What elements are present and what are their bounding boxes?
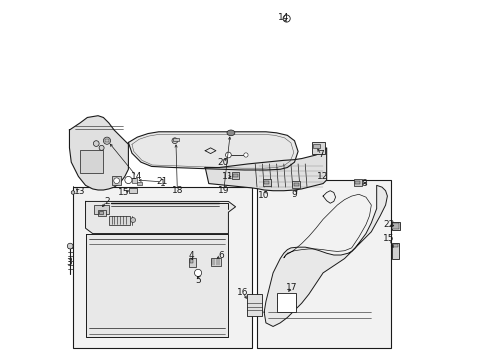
Bar xyxy=(293,183,298,186)
Text: 17: 17 xyxy=(285,283,297,292)
Bar xyxy=(137,182,142,185)
Text: 6: 6 xyxy=(218,251,224,260)
Bar xyxy=(112,176,121,185)
Text: 8: 8 xyxy=(361,179,366,188)
Bar xyxy=(247,294,262,316)
Text: 14: 14 xyxy=(278,13,289,22)
Bar xyxy=(80,150,103,173)
Bar xyxy=(231,172,239,179)
Circle shape xyxy=(103,137,110,144)
Bar xyxy=(276,293,296,312)
Bar xyxy=(262,179,270,186)
Bar xyxy=(190,259,193,262)
Text: 15: 15 xyxy=(118,188,129,197)
Text: 22: 22 xyxy=(383,220,394,229)
Bar xyxy=(99,211,103,214)
Text: 5: 5 xyxy=(195,275,201,284)
Polygon shape xyxy=(69,116,128,190)
Bar xyxy=(173,138,179,141)
Text: 4: 4 xyxy=(188,251,193,260)
Circle shape xyxy=(225,152,231,158)
Text: 18: 18 xyxy=(171,186,183,195)
Circle shape xyxy=(114,178,119,184)
Bar xyxy=(392,244,397,247)
Bar xyxy=(391,243,398,258)
Text: 10: 10 xyxy=(258,190,269,199)
Bar xyxy=(73,187,251,348)
Bar xyxy=(98,210,106,216)
Text: 13: 13 xyxy=(74,187,85,196)
Bar xyxy=(391,222,399,230)
Bar xyxy=(233,174,238,177)
Circle shape xyxy=(172,138,177,144)
Text: 11: 11 xyxy=(221,172,233,181)
Text: 20: 20 xyxy=(217,158,228,167)
Text: 16: 16 xyxy=(237,288,248,297)
Bar xyxy=(354,181,360,184)
Polygon shape xyxy=(264,185,386,327)
Bar xyxy=(210,258,221,266)
Text: 3: 3 xyxy=(66,258,71,267)
Bar xyxy=(132,178,137,183)
Text: 21: 21 xyxy=(156,177,167,186)
Text: 15: 15 xyxy=(383,234,394,243)
Text: 19: 19 xyxy=(218,186,229,195)
Circle shape xyxy=(244,153,247,157)
Polygon shape xyxy=(205,148,326,191)
Text: 7: 7 xyxy=(318,150,324,159)
Ellipse shape xyxy=(226,130,234,136)
Bar xyxy=(104,139,109,143)
Bar xyxy=(311,143,325,154)
Bar xyxy=(94,205,108,214)
Bar xyxy=(129,188,136,193)
Circle shape xyxy=(71,191,75,194)
Circle shape xyxy=(99,145,104,150)
Text: 12: 12 xyxy=(316,172,327,181)
Bar xyxy=(189,258,195,267)
Bar xyxy=(391,223,398,229)
Circle shape xyxy=(67,243,73,249)
Text: 9: 9 xyxy=(291,190,297,199)
Polygon shape xyxy=(85,202,235,234)
Circle shape xyxy=(283,15,290,22)
Circle shape xyxy=(93,141,99,147)
Bar xyxy=(312,144,319,148)
Bar xyxy=(108,216,130,225)
Text: 14: 14 xyxy=(131,172,142,181)
Circle shape xyxy=(194,269,201,276)
Bar xyxy=(264,181,268,184)
Circle shape xyxy=(130,217,135,222)
Polygon shape xyxy=(85,234,228,337)
Circle shape xyxy=(124,176,132,184)
Bar xyxy=(353,179,361,186)
Bar xyxy=(257,180,390,348)
Text: 2: 2 xyxy=(104,197,110,206)
Polygon shape xyxy=(128,132,298,170)
Bar xyxy=(292,181,300,188)
Text: 1: 1 xyxy=(160,179,165,188)
